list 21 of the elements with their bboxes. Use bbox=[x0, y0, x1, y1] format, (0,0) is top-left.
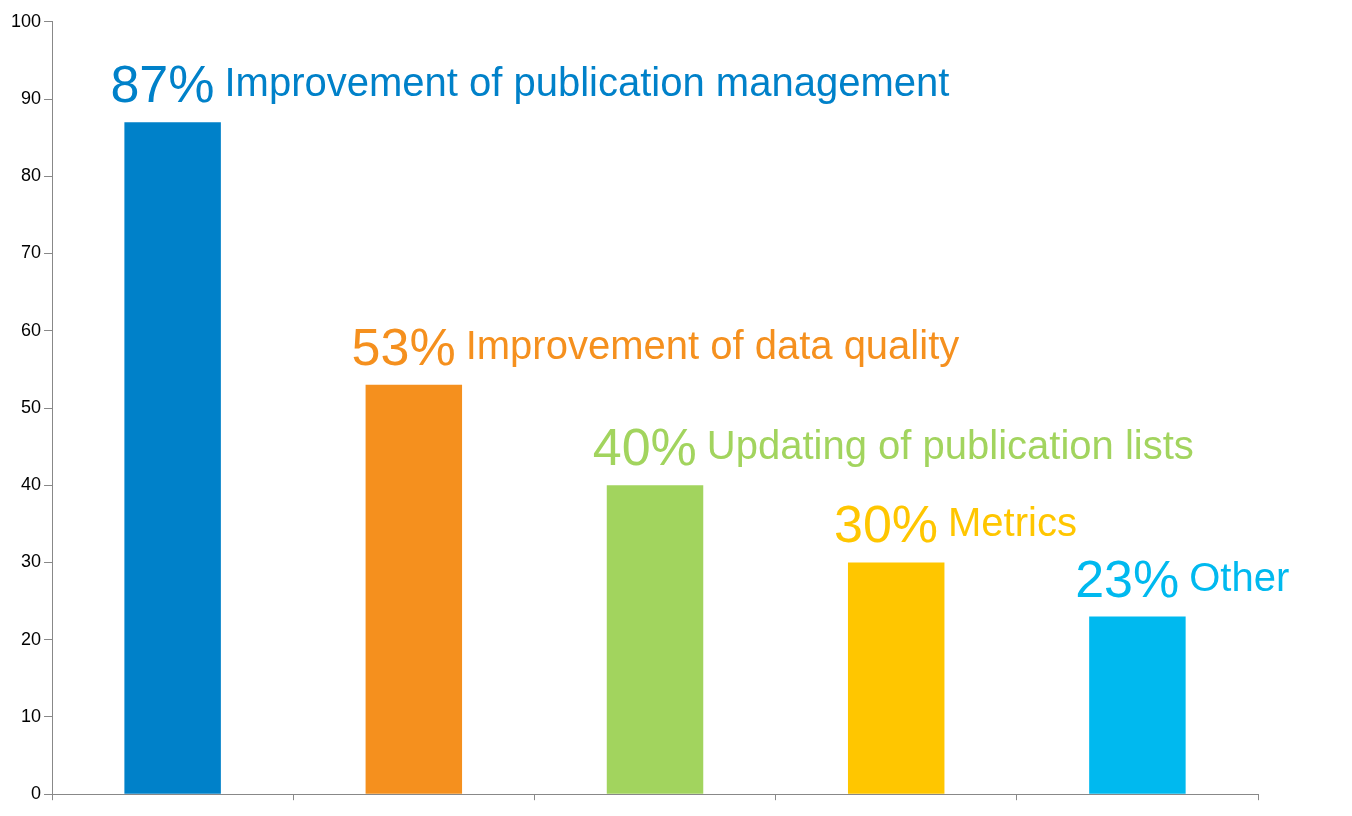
series-label: Other bbox=[1189, 554, 1290, 599]
data-label: 87% bbox=[110, 55, 215, 114]
y-tick-label: 50 bbox=[21, 396, 42, 417]
y-tick-label: 40 bbox=[21, 474, 42, 495]
y-tick-label: 20 bbox=[21, 628, 42, 649]
series-label: Improvement of publication management bbox=[224, 60, 950, 105]
series-label: Improvement of data quality bbox=[465, 322, 960, 367]
y-tick-label: 0 bbox=[31, 783, 42, 804]
y-tick-label: 100 bbox=[10, 10, 42, 31]
data-label: 53% bbox=[351, 317, 456, 376]
y-tick-label: 70 bbox=[21, 242, 42, 263]
y-tick-label: 10 bbox=[21, 705, 42, 726]
y-tick-label: 90 bbox=[21, 88, 42, 109]
data-label: 40% bbox=[592, 418, 697, 477]
y-tick-label: 60 bbox=[21, 319, 42, 340]
y-tick-label: 80 bbox=[21, 165, 42, 186]
series-label: Metrics bbox=[948, 500, 1077, 545]
series-label: Updating of publication lists bbox=[706, 423, 1194, 468]
data-label: 23% bbox=[1075, 549, 1180, 608]
data-label: 30% bbox=[833, 495, 939, 554]
y-tick-label: 30 bbox=[21, 551, 42, 572]
